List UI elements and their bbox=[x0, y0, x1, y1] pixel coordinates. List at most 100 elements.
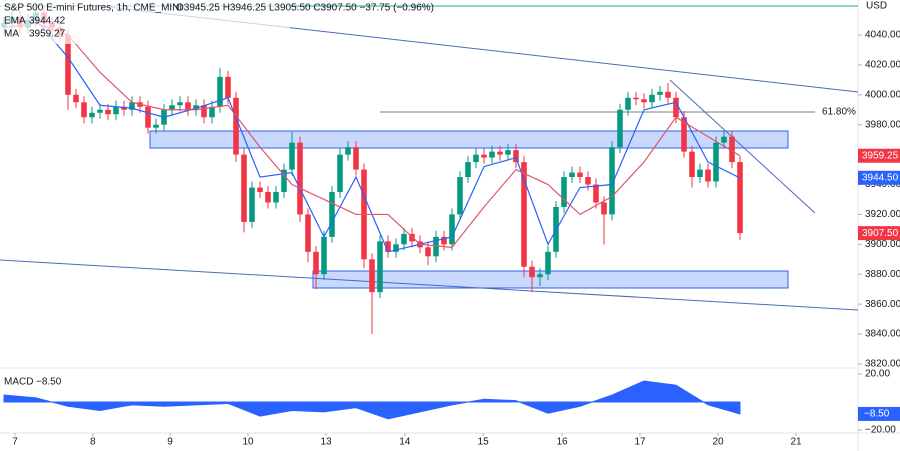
y-tick-label: 3860.00 bbox=[865, 299, 900, 310]
candle-body bbox=[345, 147, 351, 155]
macd-tag-label: −8.50 bbox=[864, 409, 890, 420]
candle-body bbox=[657, 91, 663, 95]
candle-body bbox=[457, 177, 463, 215]
candle-body bbox=[729, 136, 735, 163]
candle-body bbox=[577, 172, 583, 178]
candle-body bbox=[377, 241, 383, 293]
candle-body bbox=[217, 76, 223, 107]
resistance-zone bbox=[149, 130, 789, 149]
y-tick-label: 3840.00 bbox=[865, 329, 900, 340]
macd-area bbox=[3, 380, 741, 420]
candle-body bbox=[313, 251, 319, 275]
ema-label: EMA bbox=[4, 16, 26, 27]
ma-label: MA bbox=[4, 29, 19, 40]
candle-body bbox=[449, 214, 455, 245]
currency-label: USD bbox=[866, 1, 887, 12]
candle-body bbox=[649, 94, 655, 103]
candle-body bbox=[249, 187, 255, 222]
candle-body bbox=[641, 99, 647, 103]
y-tick-label: 3900.00 bbox=[865, 239, 900, 250]
candle-body bbox=[145, 106, 151, 128]
candle-body bbox=[201, 105, 207, 118]
candle-body bbox=[545, 251, 551, 275]
candle-body bbox=[233, 97, 239, 155]
candle-body bbox=[689, 151, 695, 178]
y-tick-label: 3980.00 bbox=[865, 119, 900, 130]
candle-body bbox=[337, 154, 343, 192]
price-tag-label: 3944.50 bbox=[862, 172, 899, 183]
x-tick-label: 10 bbox=[242, 437, 254, 448]
candle-body bbox=[73, 94, 79, 103]
x-tick-label: 16 bbox=[556, 437, 568, 448]
price-tag bbox=[858, 170, 900, 185]
candle-body bbox=[713, 142, 719, 182]
x-tick-label: 8 bbox=[90, 437, 96, 448]
candle-body bbox=[385, 241, 391, 252]
candle-body bbox=[289, 142, 295, 170]
ma-value: 3959.27 bbox=[29, 29, 66, 40]
candle-body bbox=[113, 106, 119, 115]
price-tag-label: 3959.25 bbox=[862, 150, 899, 161]
price-tag bbox=[858, 148, 900, 163]
candle-body bbox=[465, 162, 471, 178]
candle-body bbox=[673, 97, 679, 118]
x-tick-label: 21 bbox=[790, 437, 802, 448]
candle-body bbox=[697, 169, 703, 178]
y-tick-label: 4040.00 bbox=[865, 30, 900, 41]
candle-body bbox=[281, 169, 287, 192]
macd-tag bbox=[858, 406, 900, 421]
macd-label: MACD bbox=[4, 377, 33, 388]
macd-value: −8.50 bbox=[36, 377, 62, 388]
indicator-line bbox=[3, 22, 741, 248]
candle-body bbox=[633, 97, 639, 100]
x-tick-label: 17 bbox=[634, 437, 646, 448]
candle-body bbox=[441, 236, 447, 245]
trendline-lower bbox=[0, 259, 859, 311]
candle-body bbox=[521, 162, 527, 267]
candle-body bbox=[97, 109, 103, 113]
macd-y-tick-label: −20.00 bbox=[865, 425, 896, 436]
y-tick-label: 4000.00 bbox=[865, 89, 900, 100]
x-tick-label: 14 bbox=[399, 437, 411, 448]
candle-body bbox=[737, 162, 743, 234]
candle-body bbox=[369, 259, 375, 293]
x-tick-label: 13 bbox=[320, 437, 332, 448]
candle-body bbox=[473, 154, 479, 163]
price-tag-label: 3907.50 bbox=[862, 228, 899, 239]
candle-body bbox=[321, 236, 327, 275]
candle-body bbox=[89, 112, 95, 118]
candle-body bbox=[585, 177, 591, 185]
candle-body bbox=[121, 106, 127, 110]
candle-body bbox=[241, 154, 247, 222]
candle-body bbox=[257, 187, 263, 192]
candle-body bbox=[489, 151, 495, 158]
candle-body bbox=[497, 151, 503, 155]
candle-body bbox=[209, 106, 215, 118]
y-tick-label: 3880.00 bbox=[865, 269, 900, 280]
ema-value: 3944.42 bbox=[29, 16, 66, 27]
candle-body bbox=[617, 109, 623, 148]
candle-body bbox=[609, 147, 615, 215]
candle-body bbox=[393, 244, 399, 252]
candle-body bbox=[329, 192, 335, 237]
candle-body bbox=[129, 102, 135, 110]
candle-body bbox=[513, 150, 519, 163]
x-tick-label: 9 bbox=[167, 437, 173, 448]
candle-body bbox=[225, 76, 231, 98]
candle-body bbox=[177, 102, 183, 106]
candle-body bbox=[185, 102, 191, 110]
candle-body bbox=[305, 214, 311, 252]
candle-body bbox=[537, 274, 543, 278]
candle-body bbox=[625, 97, 631, 110]
candle-body bbox=[273, 192, 279, 203]
candle-body bbox=[81, 102, 87, 118]
macd-y-tick-label: 20.00 bbox=[865, 369, 890, 380]
y-tick-label: 3820.00 bbox=[865, 359, 900, 370]
candle-body bbox=[529, 266, 535, 278]
candle-body bbox=[505, 150, 511, 155]
trendline-short bbox=[669, 79, 816, 214]
candle-body bbox=[665, 91, 671, 98]
candle-body bbox=[433, 236, 439, 257]
candle-body bbox=[297, 142, 303, 215]
